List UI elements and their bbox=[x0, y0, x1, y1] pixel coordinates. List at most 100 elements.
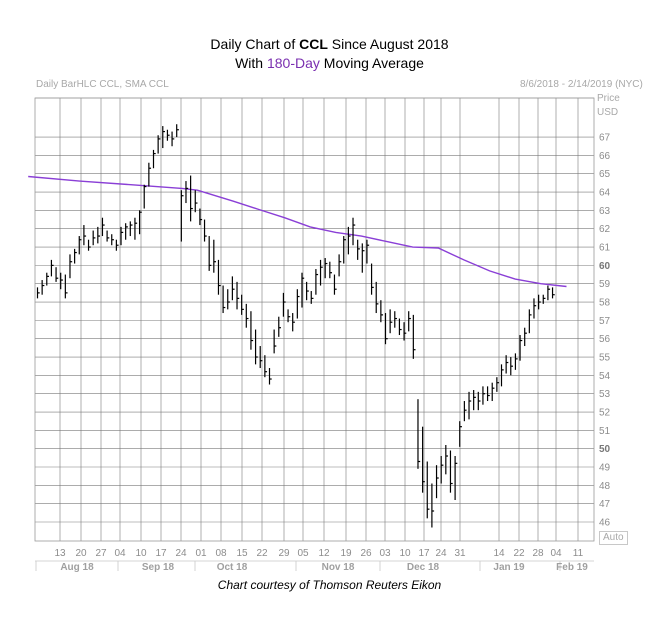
price-bar bbox=[69, 254, 73, 279]
y-tick-label: 54 bbox=[599, 371, 611, 382]
x-tick-label: 14 bbox=[493, 548, 505, 559]
price-bar bbox=[296, 289, 300, 319]
price-bar bbox=[36, 287, 40, 299]
price-bar bbox=[250, 311, 254, 350]
y-tick-label: 53 bbox=[599, 389, 611, 400]
price-bar bbox=[459, 421, 462, 447]
price-bar bbox=[449, 450, 453, 493]
price-bar bbox=[538, 294, 541, 310]
price-bar bbox=[403, 322, 407, 341]
price-bar bbox=[227, 289, 230, 310]
price-bar bbox=[491, 382, 495, 402]
x-tick-label: 05 bbox=[297, 548, 309, 559]
price-bar bbox=[496, 377, 500, 392]
sma-180-line bbox=[28, 175, 567, 288]
price-bar bbox=[157, 135, 161, 154]
price-bar bbox=[482, 386, 486, 405]
x-tick-label: 04 bbox=[114, 548, 126, 559]
price-bar bbox=[505, 355, 509, 374]
x-tick-label: 03 bbox=[379, 548, 391, 559]
x-tick-label: 28 bbox=[532, 548, 544, 559]
price-bar bbox=[152, 149, 156, 169]
y-tick-label: 61 bbox=[599, 243, 611, 254]
y-tick-label: 55 bbox=[599, 353, 611, 364]
x-tick-label: 10 bbox=[399, 548, 411, 559]
price-bar bbox=[370, 263, 374, 295]
price-bar bbox=[408, 311, 411, 332]
price-bar bbox=[329, 261, 333, 279]
auto-scale-button[interactable]: Auto bbox=[599, 531, 628, 545]
x-tick-label: 10 bbox=[135, 548, 147, 559]
y-tick-label: 67 bbox=[599, 133, 611, 144]
price-bar bbox=[55, 267, 59, 282]
price-bar bbox=[241, 294, 244, 315]
price-bar bbox=[190, 175, 193, 222]
x-tick-label: 20 bbox=[75, 548, 87, 559]
price-bar bbox=[282, 292, 286, 317]
price-bar bbox=[547, 285, 551, 301]
chart-title-line1: Daily Chart of CCL Since August 2018 bbox=[210, 36, 449, 52]
y-tick-label: 60 bbox=[599, 261, 611, 272]
price-bar bbox=[268, 368, 272, 385]
price-bar bbox=[315, 269, 319, 295]
month-label: Dec 18 bbox=[407, 562, 440, 573]
price-bar bbox=[473, 390, 476, 411]
price-bar bbox=[301, 272, 305, 308]
x-tick-label: 17 bbox=[155, 548, 167, 559]
price-bar bbox=[510, 357, 513, 376]
x-tick-label: 31 bbox=[454, 548, 466, 559]
price-bar bbox=[380, 300, 384, 323]
price-bar bbox=[143, 184, 147, 209]
price-bar bbox=[389, 309, 393, 334]
price-bar bbox=[129, 221, 133, 237]
price-bar bbox=[431, 483, 435, 528]
chart-date-range: 8/6/2018 - 2/14/2019 (NYC) bbox=[520, 79, 643, 90]
price-bar bbox=[533, 298, 537, 319]
price-bar bbox=[60, 272, 63, 290]
price-bar bbox=[185, 181, 189, 204]
price-bar bbox=[74, 248, 77, 264]
currency-axis-label: USD bbox=[597, 107, 619, 118]
month-label: Aug 18 bbox=[60, 562, 94, 573]
month-label: Jan 19 bbox=[493, 562, 525, 573]
price-axis-label: Price bbox=[597, 93, 620, 104]
price-bar bbox=[217, 259, 221, 295]
x-tick-label: 01 bbox=[195, 548, 207, 559]
price-bar bbox=[324, 258, 328, 279]
sma-period-label: 180-Day bbox=[266, 55, 320, 71]
price-bar bbox=[398, 318, 402, 336]
month-label: Nov 18 bbox=[322, 562, 355, 573]
price-bar bbox=[134, 217, 138, 240]
price-bar bbox=[306, 281, 309, 301]
y-tick-label: 50 bbox=[599, 444, 611, 455]
price-bar bbox=[445, 445, 449, 475]
price-bar bbox=[213, 239, 217, 273]
price-bar bbox=[435, 465, 439, 499]
price-bar bbox=[236, 281, 240, 310]
x-tick-label: 19 bbox=[340, 548, 352, 559]
price-bar bbox=[333, 274, 337, 295]
price-bar bbox=[64, 274, 68, 299]
price-bar bbox=[78, 236, 82, 255]
y-tick-label: 65 bbox=[599, 169, 611, 180]
price-bar bbox=[194, 190, 198, 213]
y-tick-label: 59 bbox=[599, 279, 611, 290]
y-tick-label: 66 bbox=[599, 151, 611, 162]
price-bar bbox=[125, 223, 128, 240]
x-tick-label: 24 bbox=[175, 548, 187, 559]
y-tick-label: 64 bbox=[599, 188, 611, 199]
price-bar bbox=[287, 309, 291, 323]
price-bar bbox=[463, 401, 467, 422]
chart-series-header: Daily BarHLC CCL, SMA CCL bbox=[36, 79, 169, 90]
price-bar bbox=[278, 316, 281, 337]
price-bar bbox=[519, 335, 523, 361]
price-bar bbox=[319, 259, 323, 286]
price-bar bbox=[264, 355, 268, 378]
price-bar bbox=[222, 285, 226, 314]
price-bar bbox=[259, 346, 263, 369]
x-tick-label: 22 bbox=[513, 548, 525, 559]
x-tick-label: 15 bbox=[236, 548, 248, 559]
price-bar bbox=[199, 208, 203, 226]
month-label: Sep 18 bbox=[142, 562, 175, 573]
